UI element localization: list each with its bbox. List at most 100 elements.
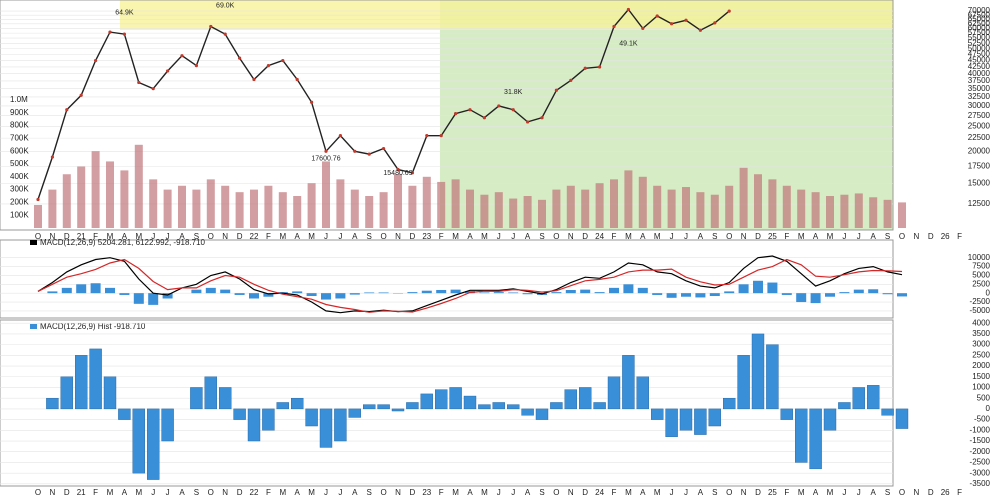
macd-hist-bar bbox=[133, 293, 144, 304]
volume-bar bbox=[768, 179, 777, 228]
price-annotation: 64.9K bbox=[115, 9, 134, 16]
x-tick-label: 24 bbox=[595, 488, 604, 497]
volume-tick-label: 700K bbox=[10, 134, 29, 143]
x-tick-label: N bbox=[222, 232, 228, 241]
volume-bar bbox=[365, 196, 374, 228]
macd-hist-bar bbox=[105, 287, 115, 294]
y-tick-label: 17500 bbox=[968, 161, 991, 170]
x-tick-label: N bbox=[50, 488, 56, 497]
macd-hist-bar bbox=[407, 292, 418, 294]
hist-bar bbox=[636, 376, 649, 410]
x-tick-label: O bbox=[380, 488, 386, 497]
volume-bar bbox=[696, 192, 705, 228]
price-point bbox=[324, 149, 328, 153]
y-tick-label: 25000 bbox=[968, 121, 991, 130]
hist-bar bbox=[334, 408, 347, 442]
hist-bar bbox=[881, 408, 894, 416]
macd-hist-bar bbox=[61, 287, 72, 294]
macd-hist-bar bbox=[263, 293, 274, 297]
x-tick-label: A bbox=[525, 488, 531, 497]
volume-bar bbox=[221, 185, 230, 228]
x-tick-label: M bbox=[452, 488, 459, 497]
x-tick-label: 22 bbox=[250, 488, 259, 497]
price-point bbox=[281, 58, 285, 63]
macd-line bbox=[37, 258, 903, 313]
y-tick-label: 52500 bbox=[968, 38, 991, 47]
x-tick-label: J bbox=[842, 488, 846, 497]
price-point bbox=[698, 28, 703, 32]
volume-bar bbox=[34, 204, 42, 228]
macd-hist-bar bbox=[234, 293, 245, 295]
y-tick-label: 40000 bbox=[968, 69, 991, 78]
y-tick-label: -5000 bbox=[970, 306, 991, 315]
x-tick-label: F bbox=[266, 488, 271, 497]
y-tick-label: 27500 bbox=[968, 111, 991, 120]
x-tick-label: M bbox=[625, 488, 632, 497]
hist-bar bbox=[233, 408, 246, 420]
macd-hist-bar bbox=[493, 292, 504, 294]
x-tick-label: J bbox=[511, 232, 515, 241]
macd-hist-bar bbox=[637, 287, 648, 294]
volume-bar bbox=[134, 144, 143, 228]
hist-bar bbox=[190, 387, 203, 410]
volume-tick-label: 300K bbox=[10, 185, 29, 194]
x-tick-label: F bbox=[93, 488, 98, 497]
hist-bar bbox=[262, 408, 275, 431]
volume-bar bbox=[667, 189, 676, 228]
y-tick-label: 3000 bbox=[972, 340, 990, 349]
x-tick-label: N bbox=[741, 488, 747, 497]
macd-hist-bar bbox=[335, 293, 346, 299]
y-tick-label: -2000 bbox=[970, 447, 991, 456]
y-tick-label: 5000 bbox=[972, 271, 990, 280]
macd-hist-bar bbox=[220, 289, 231, 294]
price-point bbox=[439, 134, 443, 138]
price-annotation: 31.8K bbox=[504, 89, 523, 96]
x-tick-label: M bbox=[135, 232, 142, 241]
x-tick-label: J bbox=[511, 488, 515, 497]
hist-bar bbox=[867, 385, 880, 410]
volume-tick-label: 800K bbox=[10, 121, 29, 130]
price-point bbox=[468, 108, 472, 112]
y-tick-label: 30000 bbox=[968, 101, 991, 110]
x-tick-label: F bbox=[439, 488, 444, 497]
hist-bar bbox=[103, 376, 117, 410]
price-point bbox=[367, 152, 371, 156]
hist-bar bbox=[766, 344, 779, 410]
volume-bar bbox=[638, 176, 647, 228]
volume-bar bbox=[120, 170, 129, 228]
y-tick-label: 62500 bbox=[968, 19, 991, 28]
x-tick-label: M bbox=[798, 488, 805, 497]
macd-hist-bar bbox=[349, 293, 360, 295]
macd-hist-bar bbox=[205, 287, 216, 294]
macd-hist-bar bbox=[666, 293, 677, 298]
y-tick-label: 2500 bbox=[972, 279, 990, 288]
volume-bar bbox=[739, 167, 748, 228]
hist-bar bbox=[305, 408, 318, 427]
price-point bbox=[338, 134, 342, 138]
x-tick-label: A bbox=[698, 488, 704, 497]
volume-bar bbox=[192, 189, 201, 228]
x-tick-label: F bbox=[612, 232, 617, 241]
y-tick-label: 50000 bbox=[968, 44, 991, 53]
hist-bar bbox=[751, 333, 765, 410]
y-tick-label: 20000 bbox=[968, 146, 991, 155]
price-point bbox=[151, 87, 155, 91]
y-tick-label: 65000 bbox=[968, 15, 991, 24]
volume-bar bbox=[264, 185, 273, 228]
hist-bar bbox=[521, 408, 534, 416]
price-point bbox=[65, 108, 69, 112]
volume-bar bbox=[322, 161, 330, 228]
y-tick-label: 70000 bbox=[968, 6, 991, 15]
x-tick-label: A bbox=[295, 488, 301, 497]
price-point bbox=[166, 69, 170, 73]
x-tick-label: A bbox=[640, 232, 646, 241]
volume-bar bbox=[710, 194, 719, 228]
x-tick-label: 21 bbox=[77, 232, 86, 241]
x-tick-label: A bbox=[871, 488, 877, 497]
volume-bar bbox=[581, 189, 590, 228]
hist-bar bbox=[895, 408, 909, 429]
x-tick-label: D bbox=[237, 232, 243, 241]
x-tick-label: 26 bbox=[941, 488, 950, 497]
x-tick-label: O bbox=[35, 488, 41, 497]
